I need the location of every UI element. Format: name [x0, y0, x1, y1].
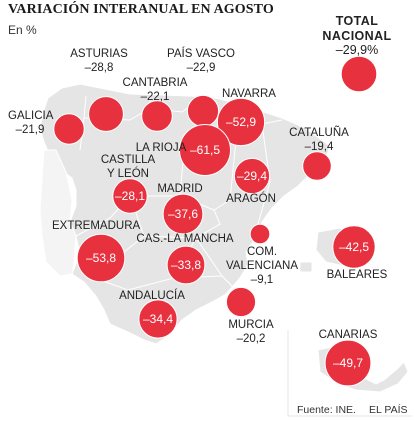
label-valenciana: COM. VALENCIANA –9,1 [222, 245, 302, 287]
region-name-2: VALENCIANA [225, 260, 298, 272]
region-value: –20,2 [236, 333, 266, 345]
region-name: CATALUÑA [289, 127, 349, 139]
region-name: EXTREMADURA [52, 220, 141, 232]
region-name: CANTABRIA [122, 77, 188, 89]
region-name: MADRID [157, 183, 203, 195]
region-name: ASTURIAS [70, 48, 128, 60]
bubble-la-rioja [179, 124, 231, 176]
label-andalucia: ANDALUCÍA [114, 289, 190, 303]
label-baleares: BALEARES [322, 268, 392, 282]
bubble-total [340, 55, 378, 93]
unit-label: En % [8, 23, 37, 37]
label-castilla-leon: CASTILLA Y LEÓN [98, 153, 158, 181]
bubble-value-canarias: –49,7 [332, 356, 364, 370]
region-name: COM. [246, 246, 278, 258]
label-pais-vasco: PAÍS VASCO –22,9 [164, 47, 238, 75]
total-nacional-label: TOTAL NACIONAL –29,9% [300, 14, 414, 58]
bubble-extremadura [76, 233, 126, 283]
bubble-value-andalucia: –34,4 [142, 312, 174, 326]
bubble-galicia [53, 113, 85, 145]
region-name: CASTILLA [100, 154, 156, 166]
bubble-navarra [216, 97, 266, 147]
region-value: –28,8 [84, 62, 114, 74]
label-navarra: NAVARRA [220, 87, 278, 101]
total-label-line1: TOTAL [335, 14, 379, 28]
bubble-asturias [88, 96, 124, 132]
bubble-castilla-leon [112, 178, 148, 214]
region-name: LA RIOJA [135, 142, 187, 154]
bubble-value-baleares: –42,5 [338, 240, 370, 254]
bubble-castilla-mancha [166, 245, 206, 285]
label-cataluna: CATALUÑA –19,4 [284, 126, 354, 154]
region-name: ARAGÓN [226, 193, 276, 205]
bubble-murcia [225, 286, 257, 318]
label-madrid: MADRID [152, 182, 208, 196]
region-name-2: Y LEÓN [107, 168, 149, 180]
source-note: Fuente: INE. [297, 404, 356, 416]
region-name: CAS.-LA MANCHA [136, 233, 234, 245]
region-value: –19,4 [304, 141, 334, 153]
region-name: NAVARRA [222, 88, 276, 100]
region-name: GALICIA [8, 110, 54, 122]
canarias-inset-frame [287, 330, 412, 417]
region-name: PAÍS VASCO [167, 48, 235, 60]
bubble-madrid [162, 193, 204, 235]
bubble-andalucia [138, 299, 178, 339]
label-cantabria: CANTABRIA –22,1 [122, 76, 188, 104]
bubble-value-castilla-mancha: –33,8 [170, 258, 202, 272]
bubble-layer [53, 55, 378, 387]
label-canarias: CANARIAS [308, 328, 388, 342]
label-murcia: MURCIA –20,2 [222, 318, 280, 346]
label-la-rioja: LA RIOJA [130, 141, 192, 155]
bubble-canarias [324, 339, 372, 387]
total-label-line2: NACIONAL [322, 28, 392, 43]
region-value: –21,9 [15, 124, 45, 136]
bubble-value-navarra: –52,9 [225, 115, 257, 129]
label-aragon: ARAGÓN [222, 192, 280, 206]
publisher-credit: EL PAÍS [369, 404, 408, 416]
bubble-value-aragon: –29,4 [236, 169, 268, 183]
region-name: MURCIA [228, 319, 274, 331]
bubble-cantabria [141, 100, 173, 132]
region-name: ANDALUCÍA [119, 290, 185, 302]
bubble-value-la-rioja: –61,5 [189, 143, 221, 157]
map-title: VARIACIÓN INTERANUAL EN AGOSTO [8, 2, 274, 17]
bubble-aragon [233, 157, 271, 195]
bubble-value-madrid: –37,6 [167, 207, 199, 221]
region-name: BALEARES [326, 269, 388, 281]
portugal-area [39, 149, 77, 277]
label-galicia: GALICIA –21,9 [8, 109, 54, 137]
bubble-baleares [332, 225, 376, 269]
label-extremadura: EXTREMADURA [52, 219, 141, 233]
bubble-cataluna [302, 151, 332, 181]
label-asturias: ASTURIAS –28,8 [70, 47, 128, 75]
label-castilla-mancha: CAS.-LA MANCHA [134, 232, 236, 246]
region-value: –22,1 [140, 91, 170, 103]
region-value: –22,9 [186, 62, 216, 74]
bubble-value-extremadura: –53,8 [85, 251, 117, 265]
bubble-value-castilla-leon: –28,1 [114, 189, 146, 203]
region-name: CANARIAS [318, 329, 378, 341]
total-value: –29,9% [335, 43, 379, 57]
region-value: –9,1 [250, 274, 274, 286]
bubble-valenciana [249, 223, 271, 245]
